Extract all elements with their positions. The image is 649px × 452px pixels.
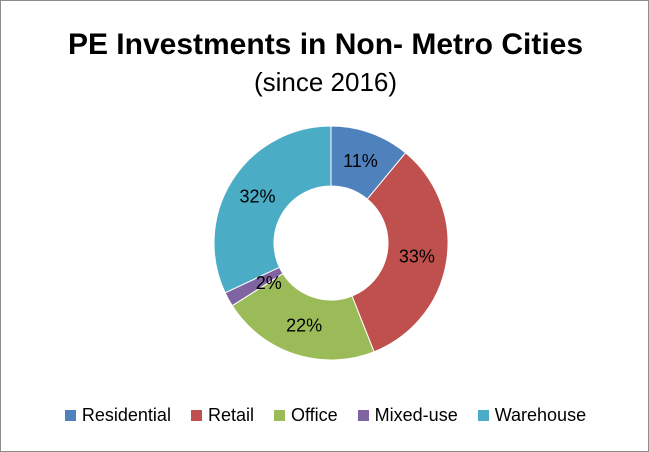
donut-chart: 11% 33% 22% 2% 32%	[213, 125, 449, 361]
legend-item-mixed-use: Mixed-use	[357, 404, 458, 426]
data-label-retail: 33%	[399, 247, 435, 267]
donut-slices	[213, 125, 449, 361]
slice-retail	[351, 152, 449, 353]
legend-swatch	[190, 409, 202, 421]
data-label-residential: 11%	[343, 151, 378, 171]
legend-label: Residential	[81, 404, 171, 425]
data-label-office: 22%	[286, 316, 322, 336]
chart-legend: Residential Retail Office Mixed-use Warehous…	[1, 403, 649, 427]
data-label-warehouse: 32%	[240, 186, 276, 206]
legend-item-office: Office	[273, 404, 338, 426]
legend-swatch	[477, 409, 489, 421]
slice-warehouse	[213, 125, 332, 294]
legend-label: Warehouse	[494, 404, 587, 425]
legend-swatch	[64, 409, 76, 421]
legend-item-retail: Retail	[190, 404, 254, 426]
legend-swatch	[273, 409, 285, 421]
legend-item-warehouse: Warehouse	[477, 404, 587, 426]
legend-label: Mixed-use	[374, 404, 458, 425]
slice-office	[231, 272, 375, 361]
chart-title: PE Investments in Non- Metro Cities	[67, 28, 584, 61]
legend-item-residential: Residential	[64, 404, 171, 426]
legend-swatch	[357, 409, 369, 421]
legend-label: Office	[290, 404, 338, 425]
legend-label: Retail	[207, 404, 254, 425]
data-label-mixed-use: 2%	[256, 273, 282, 293]
chart-subtitle: (since 2016)	[253, 67, 398, 97]
donut-labels: 11% 33% 22% 2% 32%	[240, 151, 435, 336]
